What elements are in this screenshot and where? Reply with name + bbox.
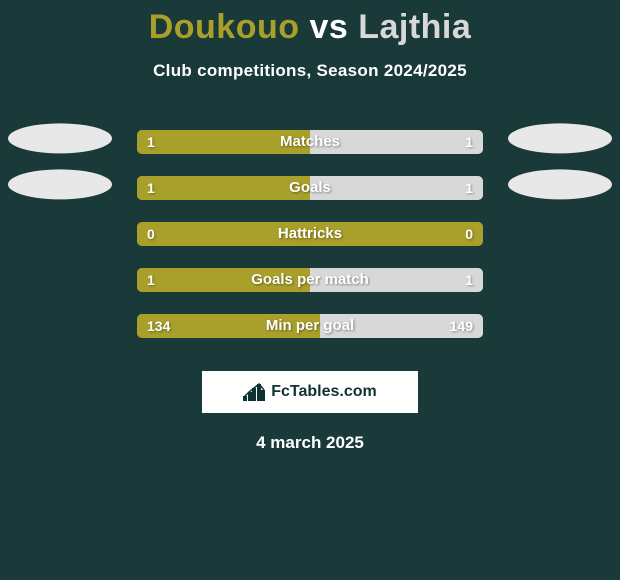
player1-oval-icon [8, 169, 112, 199]
stat-row: 11Goals per match [0, 257, 620, 303]
stat-bar: 11Goals per match [137, 268, 483, 292]
date-label: 4 march 2025 [0, 433, 620, 453]
subtitle: Club competitions, Season 2024/2025 [0, 61, 620, 81]
stat-metric-label: Hattricks [137, 222, 483, 246]
title-player2: Lajthia [358, 8, 471, 46]
stat-row: 11Goals [0, 165, 620, 211]
stat-bar: 11Goals [137, 176, 483, 200]
stat-bar: 134149Min per goal [137, 314, 483, 338]
page-title: Doukouo vs Lajthia [0, 0, 620, 47]
stat-bar: 00Hattricks [137, 222, 483, 246]
stat-row: 00Hattricks [0, 211, 620, 257]
stat-metric-label: Min per goal [137, 314, 483, 338]
player2-oval-icon [508, 169, 612, 199]
stat-row: 11Matches [0, 119, 620, 165]
player1-oval-icon [8, 123, 112, 153]
stat-metric-label: Goals per match [137, 268, 483, 292]
brand-box[interactable]: FcTables.com [202, 371, 418, 413]
stat-bar: 11Matches [137, 130, 483, 154]
player2-oval-icon [508, 123, 612, 153]
stat-rows: 11Matches 11Goals 00Hattricks 11Goals per m… [0, 119, 620, 349]
title-player1: Doukouo [149, 8, 300, 46]
stat-metric-label: Matches [137, 130, 483, 154]
stat-row: 134149Min per goal [0, 303, 620, 349]
brand-bars-icon [243, 383, 265, 401]
comparison-widget: Doukouo vs Lajthia Club competitions, Se… [0, 0, 620, 580]
title-vs: vs [300, 8, 359, 46]
stat-metric-label: Goals [137, 176, 483, 200]
brand-text: FcTables.com [271, 383, 377, 401]
